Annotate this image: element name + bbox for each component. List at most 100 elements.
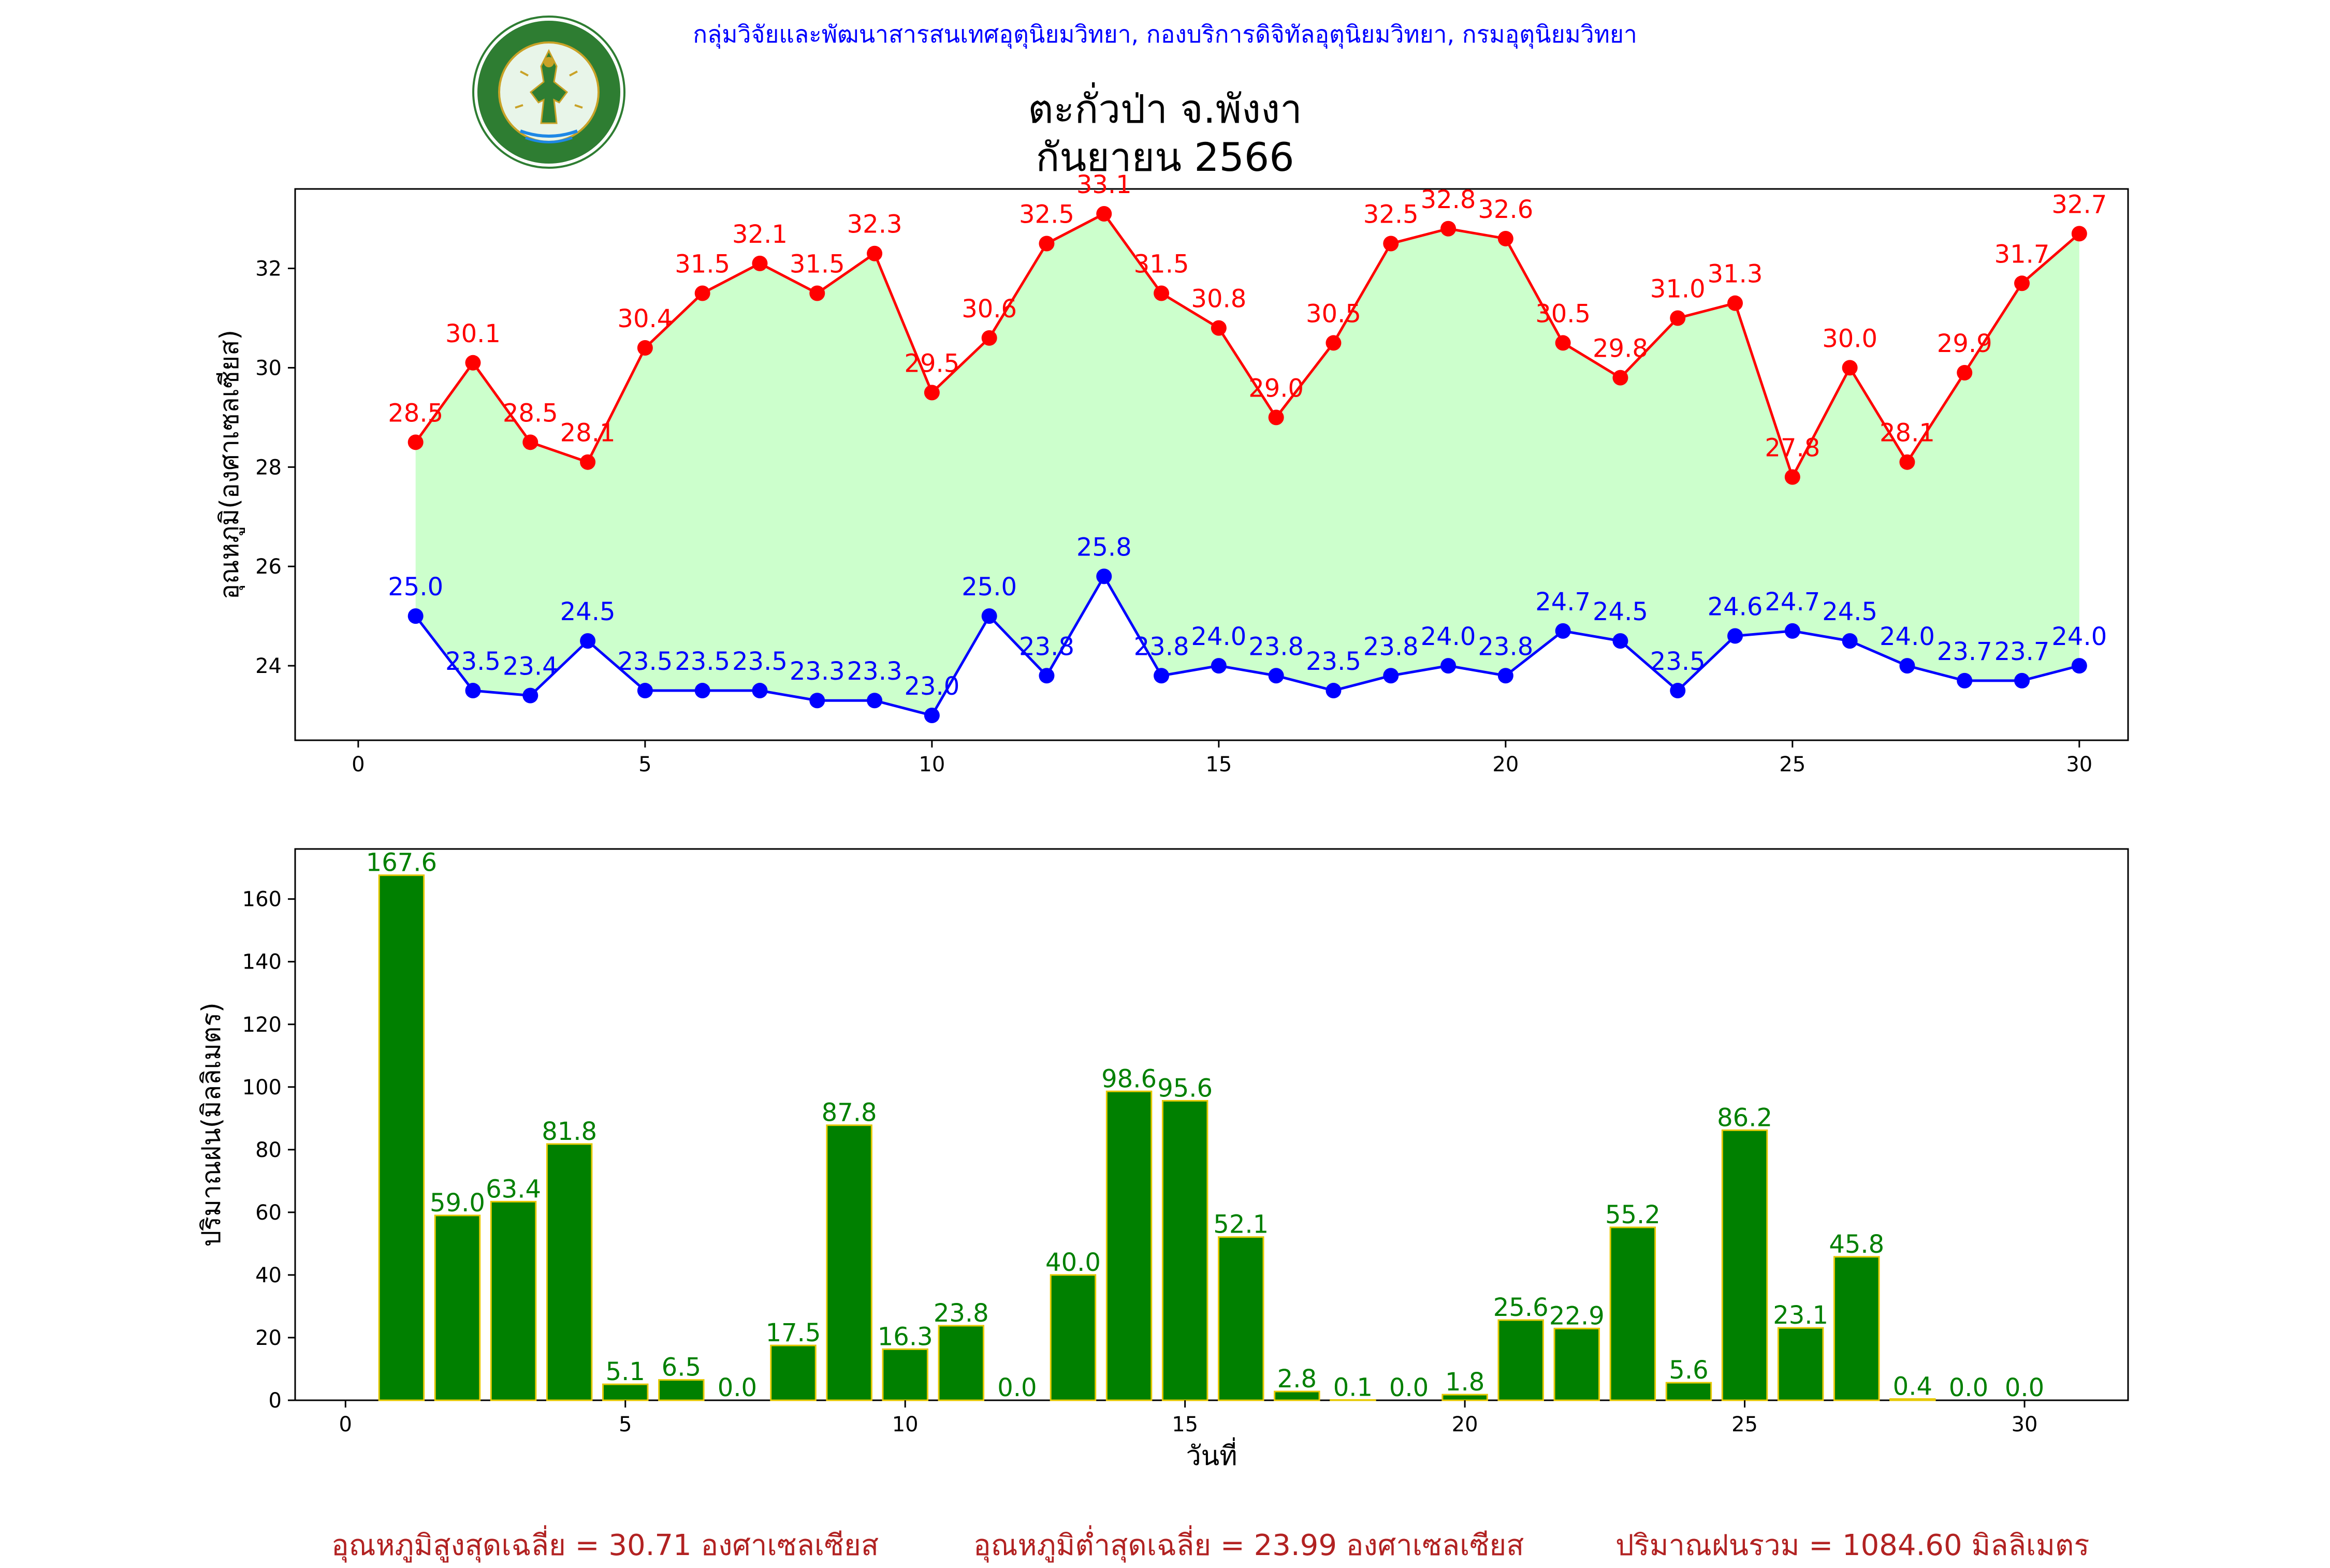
rainfall-data-label: 52.1 [1213,1210,1269,1239]
min-temp-data-label: 23.5 [732,647,788,676]
max-temp-point [1326,335,1342,351]
rainfall-data-label: 63.4 [486,1175,541,1204]
rainfall-data-label: 0.0 [2005,1373,2044,1402]
rainfall-data-label: 0.0 [718,1373,757,1402]
min-temp-point [580,633,596,649]
min-temp-data-label: 24.7 [1535,588,1591,617]
min-temp-data-label: 23.8 [1363,632,1419,661]
max-temp-data-label: 30.4 [617,304,673,333]
temp-y-tick-label: 32 [255,257,282,281]
rainfall-data-label: 17.5 [766,1318,821,1347]
max-temp-data-label: 32.8 [1421,185,1476,214]
max-temp-data-label: 32.7 [2051,190,2107,219]
rainfall-bar [490,1200,537,1401]
min-temp-data-label: 23.8 [1248,632,1304,661]
min-temp-point [1497,668,1513,684]
max-temp-point [1039,236,1055,252]
min-temp-point [924,708,940,724]
temp-x-tick-label: 25 [1779,753,1805,776]
max-temp-point [1899,454,1915,470]
rainfall-data-label: 40.0 [1045,1248,1101,1277]
max-temp-data-label: 30.5 [1306,299,1361,328]
min-temp-point [637,683,653,699]
max-temp-point [1727,295,1743,311]
min-temp-point [1727,628,1743,644]
max-temp-data-label: 33.1 [1076,170,1132,199]
temperature-range-fill [415,213,2079,716]
min-temp-data-label: 23.5 [445,647,501,676]
rain-x-tick-label: 20 [1452,1413,1478,1437]
rainfall-data-label: 5.1 [606,1357,645,1386]
temp-y-tick-label: 26 [255,555,282,579]
max-temp-data-label: 29.0 [1248,374,1304,403]
rainfall-bar [378,874,425,1401]
min-temp-data-label: 23.3 [790,657,845,686]
max-temp-point [1670,310,1686,326]
min-temp-data-label: 23.5 [1650,647,1706,676]
min-temp-point [1555,623,1571,639]
title-month: กันยายน 2566 [1036,134,1294,180]
min-temp-point [867,693,883,709]
rainfall-bar [1553,1327,1600,1401]
rainfall-bar [770,1344,817,1401]
rain-y-tick-label: 40 [255,1264,282,1287]
min-temp-point [407,608,424,624]
min-temp-data-label: 23.8 [1134,632,1189,661]
max-temp-point [1612,370,1628,386]
min-temp-point [1784,623,1800,639]
rainfall-bar [1777,1327,1824,1401]
rainfall-data-label: 86.2 [1717,1103,1772,1132]
rain-x-tick-label: 10 [892,1413,919,1437]
max-temp-point [1383,236,1399,252]
min-temp-data-label: 23.7 [1994,637,2050,666]
max-temp-point [580,454,596,470]
max-temp-point [2071,226,2087,242]
max-temp-point [1211,320,1227,336]
rainfall-data-label: 0.4 [1893,1372,1932,1401]
min-temp-data-label: 24.7 [1765,588,1820,617]
rain-y-tick-label: 160 [242,888,282,912]
max-temp-point [1268,409,1284,426]
min-temp-data-label: 23.3 [847,657,902,686]
rainfall-data-label: 0.1 [1333,1373,1373,1402]
rain-y-tick-label: 100 [242,1076,282,1100]
rain-x-tick-label: 25 [1731,1413,1758,1437]
rainfall-bar [658,1379,705,1401]
chart-title: ตะกั่วป่า จ.พังงา กันยายน 2566 [0,85,2330,181]
min-temp-point [694,683,710,699]
temperature-plot-frame [294,188,2129,741]
rainfall-data-label: 23.1 [1773,1301,1828,1330]
max-temp-data-label: 29.5 [904,349,959,378]
min-temp-data-label: 23.7 [1937,637,1992,666]
temp-y-tick-label: 24 [255,654,282,678]
rainfall-data-label: 81.8 [542,1117,597,1146]
rainfall-y-axis-label: ปริมาณฝน(มิลลิเมตร) [196,1002,226,1247]
max-temp-point [637,340,653,356]
rainfall-data-label: 0.0 [1949,1373,1988,1402]
rainfall-data-label: 6.5 [662,1353,701,1382]
max-temp-data-label: 31.5 [790,250,845,279]
min-temp-data-label: 24.5 [1822,597,1877,626]
rainfall-data-label: 5.6 [1669,1356,1708,1385]
footer-avg-min-temp: อุณหภูมิต่ำสุดเฉลี่ย = 23.99 องศาเซลเซีย… [973,1529,1524,1562]
max-temp-data-label: 31.3 [1708,260,1763,289]
min-temp-point [1268,668,1284,684]
rainfall-chart: 167.659.0 63.481.85.1 6.50.017.587.816.323… [196,848,2129,1472]
min-temp-data-label: 23.8 [1019,632,1074,661]
temp-x-tick-label: 15 [1205,753,1232,776]
rainfall-data-label: 1.8 [1445,1368,1484,1397]
max-temp-point [1096,206,1112,222]
rainfall-data-label: 55.2 [1605,1200,1661,1229]
min-temp-point [1899,658,1915,674]
max-temp-point [2014,275,2030,291]
rain-x-tick-label: 15 [1172,1413,1198,1437]
rain-y-tick-label: 0 [269,1389,282,1413]
rainfall-bar [1497,1319,1544,1401]
max-temp-point [1154,285,1170,301]
rainfall-bar [1609,1226,1656,1401]
rainfall-bar [602,1383,649,1401]
min-temp-point [465,683,481,699]
rainfall-plot-frame [294,848,2129,1401]
rainfall-bar [1833,1256,1880,1401]
footer-avg-max-temp: อุณหภูมิสูงสุดเฉลี่ย = 30.71 องศาเซลเซีย… [331,1529,879,1562]
